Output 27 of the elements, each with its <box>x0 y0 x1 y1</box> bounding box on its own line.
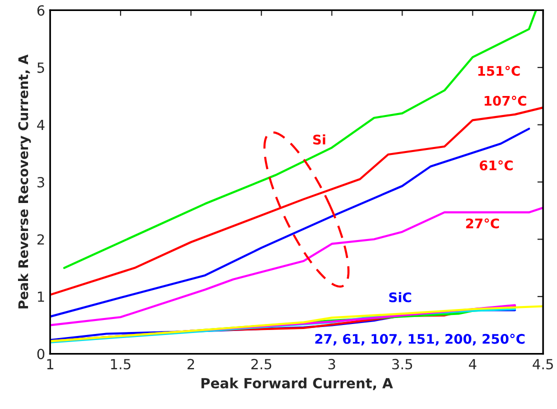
annotation: 107°C <box>484 96 526 106</box>
line-series <box>63 10 538 269</box>
annotation: 27, 61, 107, 151, 200, 250°C <box>315 334 525 346</box>
y-tick-label: 3 <box>37 176 44 188</box>
y-tick-label: 0 <box>37 348 44 360</box>
x-axis-title: Peak Forward Current, A <box>201 378 393 390</box>
y-tick-label: 6 <box>37 5 44 16</box>
annotation: 61°C <box>480 160 513 170</box>
annotation: Si <box>313 134 326 145</box>
y-tick-label: 2 <box>37 234 44 245</box>
annotation: SiC <box>389 292 412 302</box>
annotation: 151°C <box>478 66 520 76</box>
line-series <box>50 128 530 318</box>
x-tick-label: 3 <box>328 358 336 370</box>
x-tick-label: 4 <box>468 359 476 370</box>
y-tick-label: 5 <box>38 62 44 73</box>
annotation: 27°C <box>466 218 499 228</box>
x-tick-label: 2 <box>188 358 194 370</box>
y-axis-title: Peak Reverse Recovery Current, A <box>18 54 31 308</box>
y-tick-label: 4 <box>37 120 44 130</box>
x-tick-label: 1.5 <box>111 359 130 370</box>
y-tick-label: 1 <box>38 292 44 302</box>
x-tick-label: 2.5 <box>251 358 272 370</box>
x-tick-label: 4.5 <box>532 359 553 370</box>
x-tick-label: 3.5 <box>392 358 412 370</box>
line-series <box>50 206 544 326</box>
x-tick-label: 1 <box>47 359 54 370</box>
